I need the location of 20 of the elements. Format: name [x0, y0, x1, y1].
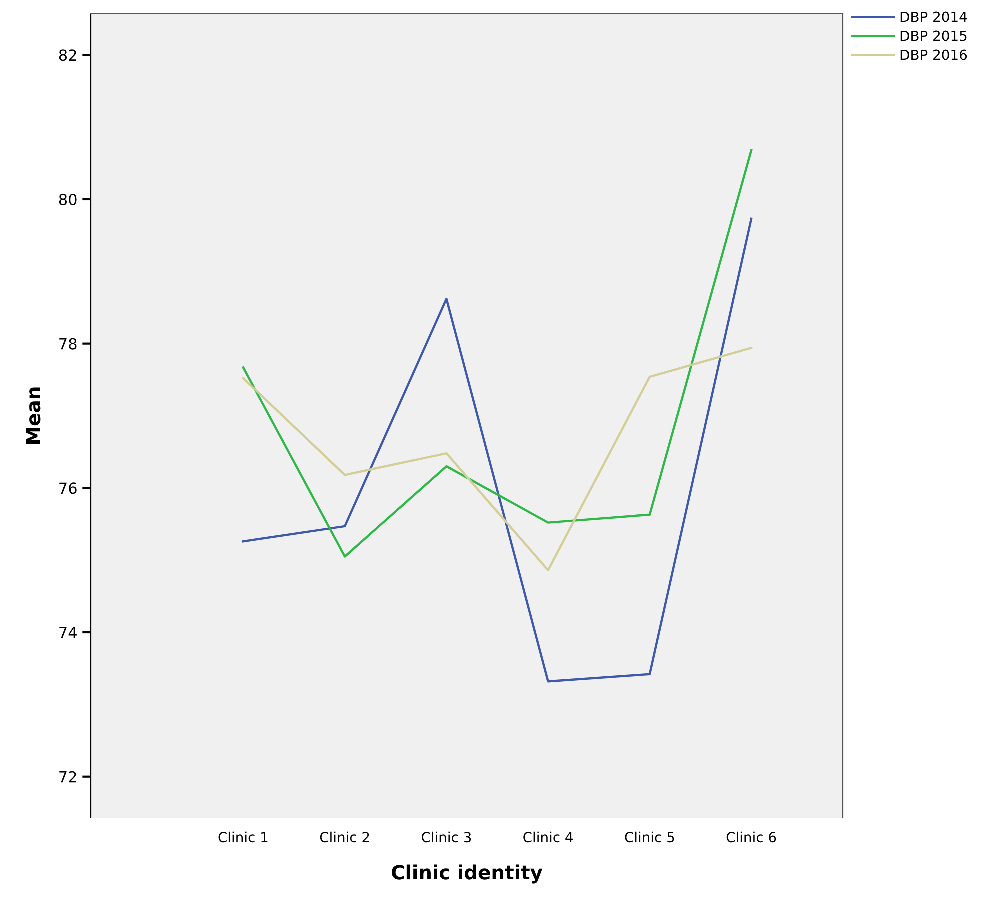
- x-axis-title: Clinic identity: [392, 864, 543, 884]
- x-tick-label: Clinic 6: [726, 832, 776, 843]
- y-tick-label: 72: [60, 771, 76, 783]
- y-tick-label: 80: [59, 194, 77, 206]
- x-tick-label: Clinic 1: [218, 832, 268, 843]
- y-tick-label: 78: [60, 338, 77, 350]
- x-tick-label: Clinic 4: [524, 832, 573, 843]
- line-series: [242, 218, 753, 683]
- y-tick-label: 74: [60, 627, 77, 638]
- legend-label: DBP 2015: [900, 30, 967, 42]
- y-tick-label: 76: [60, 482, 77, 494]
- x-tick-label: Clinic 5: [625, 832, 674, 843]
- legend-label: DBP 2014: [900, 12, 968, 22]
- line-series: [242, 347, 753, 572]
- x-tick-label: Clinic 3: [422, 832, 472, 843]
- y-tick-label: 82: [59, 50, 76, 62]
- y-axis-title: Mean: [26, 388, 41, 444]
- x-tick-label: Clinic 2: [320, 832, 370, 843]
- line-series: [242, 149, 753, 558]
- legend-label: DBP 2016: [900, 50, 968, 60]
